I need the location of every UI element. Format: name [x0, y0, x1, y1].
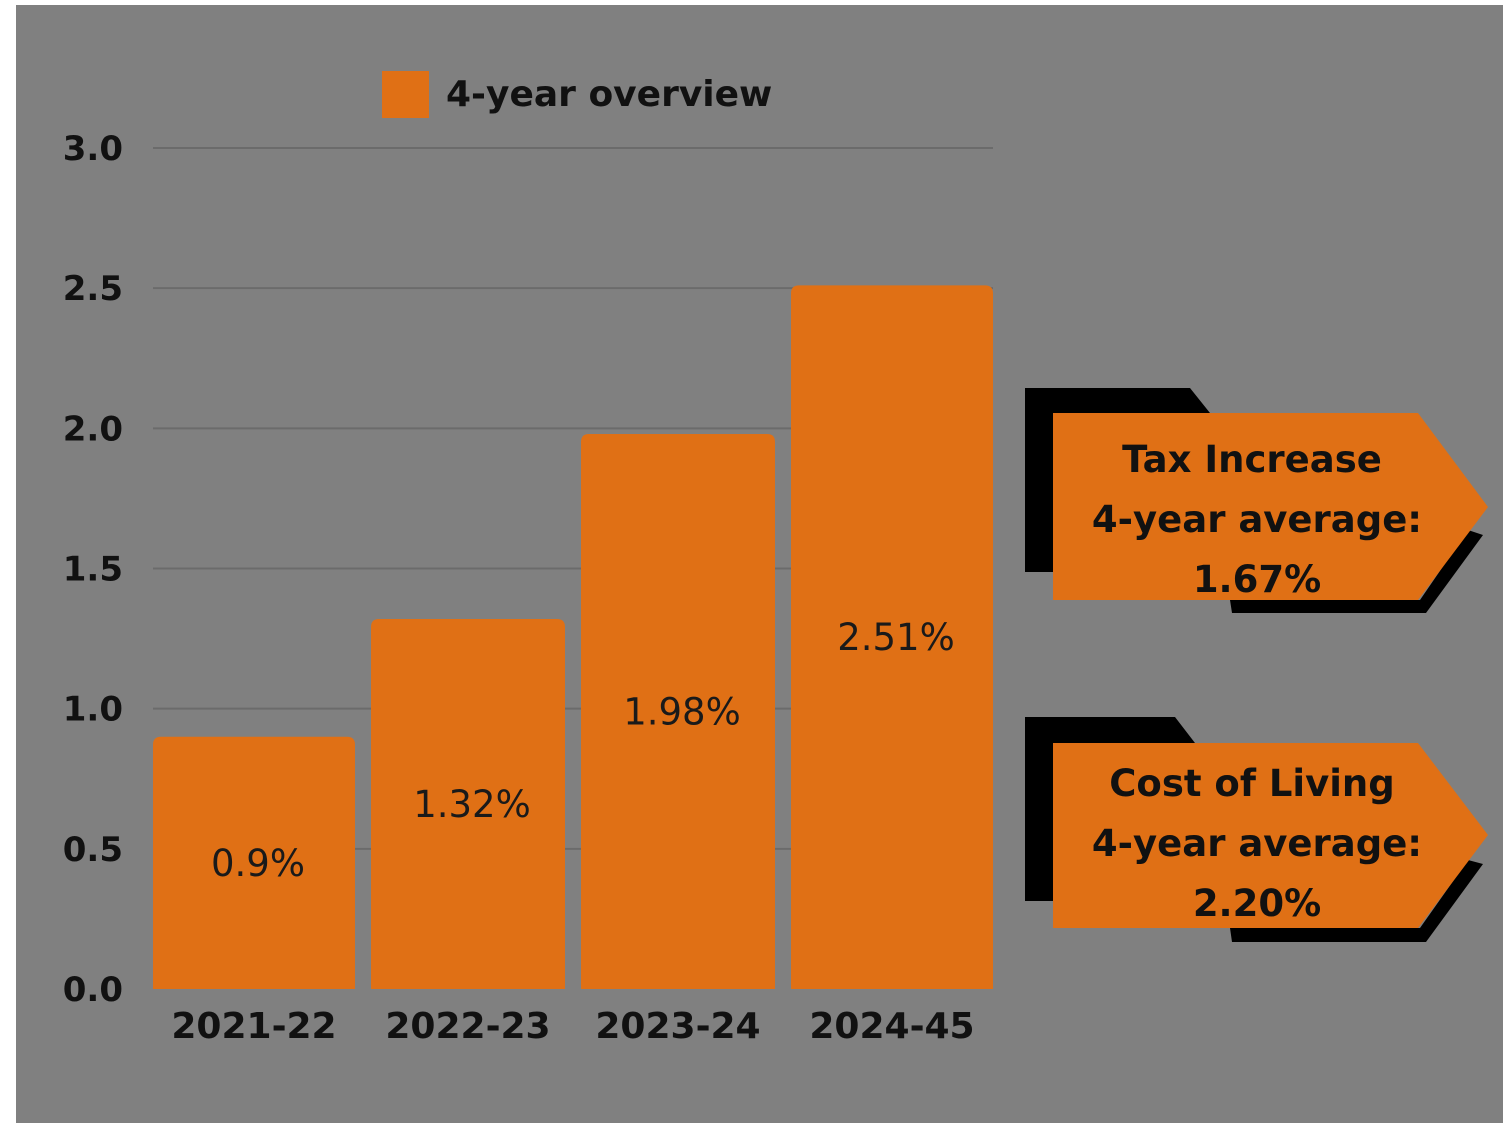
- callout-subtitle: 4-year average:: [1092, 498, 1422, 541]
- callout-arrow-shape: [1053, 413, 1488, 600]
- x-tick-label: 2024-45: [809, 1006, 974, 1047]
- x-tick-label: 2021-22: [171, 1006, 336, 1047]
- callout-shadow: [1025, 388, 1210, 572]
- bar: [153, 736, 355, 989]
- tax-increase-callout: Tax Increase 4-year average: 1.67%: [1025, 388, 1488, 613]
- legend: 4-year overview: [382, 71, 772, 118]
- y-tick-label: 2.5: [63, 269, 123, 309]
- cost-of-living-callout: Cost of Living 4-year average: 2.20%: [1025, 717, 1488, 942]
- callout-value: 2.20%: [1193, 882, 1321, 925]
- y-tick-label: 2.0: [63, 409, 123, 449]
- x-axis-ticks: 2021-22 2022-23 2023-24 2024-45: [171, 1006, 974, 1047]
- callout-shadow-bottom: [1230, 860, 1483, 942]
- bar: [581, 433, 775, 989]
- callout-arrow-shape: [1053, 743, 1488, 928]
- bar-data-label: 2.51%: [837, 616, 955, 659]
- legend-label: 4-year overview: [446, 74, 772, 115]
- y-tick-label: 0.0: [63, 970, 123, 1010]
- y-tick-label: 0.5: [63, 830, 123, 870]
- x-tick-label: 2023-24: [595, 1006, 760, 1047]
- y-tick-label: 3.0: [63, 129, 123, 169]
- bar: [371, 618, 565, 989]
- bars: [153, 285, 993, 989]
- callout-shadow-bottom: [1230, 530, 1483, 613]
- bar-data-label: 1.32%: [413, 783, 531, 826]
- y-tick-label: 1.0: [63, 690, 123, 730]
- bar: [791, 285, 993, 989]
- callout-title: Cost of Living: [1109, 762, 1394, 805]
- y-tick-label: 1.5: [63, 550, 123, 590]
- callout-shadow: [1025, 717, 1195, 901]
- callout-title: Tax Increase: [1122, 438, 1382, 481]
- callout-value: 1.67%: [1193, 558, 1321, 601]
- y-axis-ticks: 0.0 0.5 1.0 1.5 2.0 2.5 3.0: [63, 129, 123, 1010]
- x-tick-label: 2022-23: [385, 1006, 550, 1047]
- bar-data-label: 1.98%: [623, 690, 741, 733]
- bar-data-label: 0.9%: [211, 842, 305, 885]
- callout-subtitle: 4-year average:: [1092, 822, 1422, 865]
- legend-swatch: [382, 71, 429, 118]
- bar-data-labels: 0.9% 1.32% 1.98% 2.51%: [211, 616, 955, 885]
